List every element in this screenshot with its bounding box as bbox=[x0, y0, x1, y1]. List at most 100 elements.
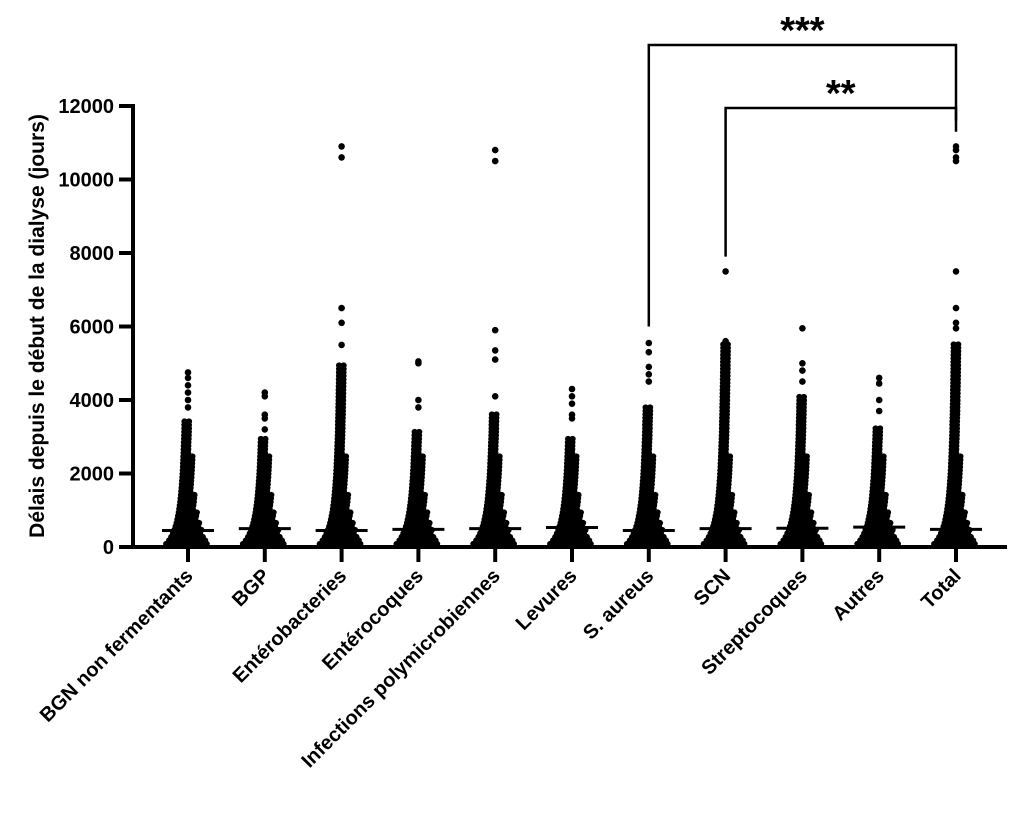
data-point bbox=[261, 393, 269, 400]
significance-bracket bbox=[647, 43, 958, 327]
data-point bbox=[491, 356, 499, 363]
data-point bbox=[961, 509, 968, 516]
data-point bbox=[808, 509, 815, 516]
data-point bbox=[875, 374, 883, 382]
y-tick-label: 4000 bbox=[70, 390, 115, 412]
data-point bbox=[340, 362, 347, 369]
data-point bbox=[493, 411, 500, 418]
data-point bbox=[799, 360, 806, 367]
data-point bbox=[645, 371, 653, 378]
data-point bbox=[573, 453, 580, 460]
data-point bbox=[882, 491, 889, 499]
data-point bbox=[261, 415, 269, 422]
significance-bracket bbox=[724, 106, 958, 257]
data-point bbox=[577, 509, 584, 516]
data-points bbox=[163, 143, 978, 548]
x-tick-label: Levures bbox=[512, 565, 582, 635]
x-tick-label: S. aureus bbox=[579, 565, 658, 644]
data-point bbox=[411, 428, 418, 436]
data-point bbox=[184, 396, 192, 404]
data-point bbox=[726, 453, 734, 460]
y-tick-label: 8000 bbox=[70, 243, 115, 265]
significance-stars: *** bbox=[780, 10, 825, 52]
data-point bbox=[568, 393, 576, 400]
data-point bbox=[421, 491, 428, 499]
data-point bbox=[268, 491, 275, 499]
data-point bbox=[722, 268, 729, 275]
data-point bbox=[650, 453, 657, 460]
data-point bbox=[185, 418, 193, 425]
data-point bbox=[347, 509, 354, 516]
data-point bbox=[184, 382, 192, 389]
data-point bbox=[877, 425, 884, 432]
data-point bbox=[415, 360, 422, 367]
data-point bbox=[957, 453, 964, 460]
significance-stars: ** bbox=[826, 73, 856, 115]
y-tick-label: 2000 bbox=[70, 464, 115, 486]
data-point bbox=[959, 491, 966, 499]
data-point bbox=[491, 393, 499, 400]
data-point bbox=[575, 491, 582, 499]
data-point bbox=[184, 404, 192, 411]
median-lines bbox=[162, 525, 982, 532]
y-axis-label: Délais depuis le début de la dialyse (jo… bbox=[26, 114, 49, 538]
data-point bbox=[568, 415, 576, 422]
x-tick-label: BGP bbox=[228, 565, 274, 611]
data-point bbox=[270, 509, 277, 516]
data-point bbox=[415, 396, 422, 404]
data-point bbox=[799, 378, 806, 385]
data-point bbox=[955, 341, 962, 348]
data-point bbox=[731, 509, 738, 516]
data-point bbox=[193, 509, 200, 516]
x-tick-label: Autres bbox=[828, 565, 888, 625]
data-point bbox=[642, 404, 649, 411]
data-point bbox=[345, 491, 352, 499]
data-point bbox=[491, 157, 499, 165]
data-point bbox=[184, 389, 192, 396]
data-point bbox=[952, 268, 960, 275]
data-point bbox=[950, 341, 957, 348]
data-point bbox=[342, 453, 350, 460]
data-point bbox=[500, 509, 508, 516]
data-point bbox=[645, 348, 653, 356]
data-point bbox=[488, 411, 495, 418]
data-point bbox=[416, 428, 423, 436]
data-point bbox=[952, 325, 960, 332]
data-point bbox=[338, 319, 345, 327]
x-tick-label: SCN bbox=[690, 565, 735, 610]
data-point bbox=[569, 435, 576, 443]
data-point bbox=[952, 157, 960, 165]
data-point bbox=[181, 418, 188, 425]
data-point bbox=[805, 491, 813, 499]
data-point bbox=[266, 453, 273, 460]
data-point bbox=[880, 453, 887, 460]
data-point bbox=[800, 393, 808, 401]
data-point bbox=[424, 509, 431, 516]
data-point bbox=[338, 143, 345, 150]
data-point bbox=[952, 304, 960, 312]
data-point bbox=[729, 491, 736, 499]
data-point bbox=[568, 385, 576, 393]
data-point bbox=[645, 378, 653, 385]
data-point bbox=[875, 396, 883, 404]
data-point bbox=[565, 435, 572, 443]
data-point bbox=[952, 319, 960, 327]
data-point bbox=[184, 369, 192, 376]
data-point bbox=[336, 362, 343, 369]
y-tick-label: 12000 bbox=[58, 96, 114, 118]
y-tick-label: 10000 bbox=[58, 170, 114, 192]
data-point bbox=[338, 154, 345, 161]
data-point bbox=[799, 367, 806, 374]
data-point bbox=[654, 509, 661, 516]
data-point bbox=[645, 363, 653, 371]
x-tick-label: Total bbox=[917, 565, 965, 613]
data-point bbox=[952, 146, 960, 154]
data-point bbox=[647, 404, 654, 411]
data-point bbox=[184, 374, 192, 382]
data-point bbox=[415, 404, 422, 411]
data-point bbox=[257, 435, 264, 443]
y-tick-label: 0 bbox=[103, 537, 114, 559]
data-point bbox=[491, 326, 499, 334]
data-point bbox=[189, 453, 196, 460]
